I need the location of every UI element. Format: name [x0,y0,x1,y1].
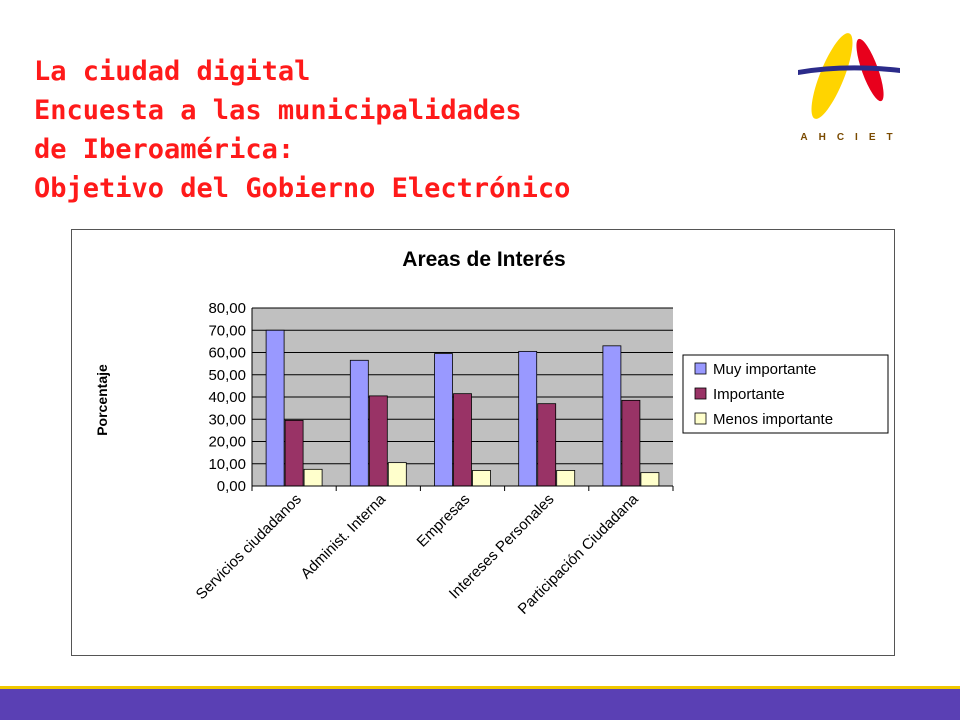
y-tick-label: 0,00 [217,478,246,495]
footer-bar [0,686,960,720]
slide-title: La ciudad digital Encuesta a las municip… [34,52,570,208]
legend: Muy importante Importante Menos importante [682,354,889,434]
title-line-3: de Iberoamérica: [34,134,295,165]
bar [349,359,369,487]
chart-title: Areas de Interés [402,248,565,271]
y-tick-labels: 80,00 70,00 60,00 50,00 40,00 30,00 20,00 10,00… [208,300,246,495]
legend-box [682,354,889,434]
x-tick-label: Servicios ciudadanos [193,491,305,603]
y-tick-label: 40,00 [208,389,246,406]
y-tick-label: 30,00 [208,411,246,428]
bar [556,470,576,487]
legend-swatch [694,362,707,375]
title-line-2: Encuesta a las municipalidades [34,95,522,126]
y-tick-label: 20,00 [208,434,246,451]
bar [518,350,538,487]
logo-text: AHCIET [800,132,903,143]
bar [602,345,622,487]
bar [621,399,641,487]
title-line-4: Objetivo del Gobierno Electrónico [34,173,571,204]
title-line-1: La ciudad digital [34,56,311,87]
bar [303,468,323,487]
legend-label: Importante [713,386,785,403]
y-axis-label: Porcentaje [94,364,110,436]
chart-frame: Areas de Interés Porcentaje 80,00 70,00 60… [71,229,895,656]
logo-yellow-stroke [811,33,853,119]
legend-swatch [694,412,707,425]
bar [453,393,472,487]
axes [251,308,674,491]
bar [284,419,304,487]
ahciet-logo: AHCIET [798,33,903,143]
legend-label: Menos importante [713,411,833,428]
bar [368,395,388,487]
bar-chart: Areas de Interés Porcentaje 80,00 70,00 60… [94,248,889,618]
x-tick-label: Administ. Interna [298,490,390,582]
y-tick-label: 60,00 [208,345,246,362]
legend-label: Muy importante [713,361,816,378]
y-tick-label: 50,00 [208,367,246,384]
bar [387,462,407,487]
bar [265,329,285,487]
bar [472,470,491,487]
y-tick-label: 70,00 [208,322,246,339]
legend-swatch [694,387,707,400]
y-tick-label: 10,00 [208,456,246,473]
bar [537,403,557,487]
logo-blue-bar [798,65,900,75]
y-tick-label: 80,00 [208,300,246,317]
bar [434,353,453,487]
x-tick-label: Empresas [414,491,474,551]
bar [640,472,660,487]
bars [265,329,660,487]
